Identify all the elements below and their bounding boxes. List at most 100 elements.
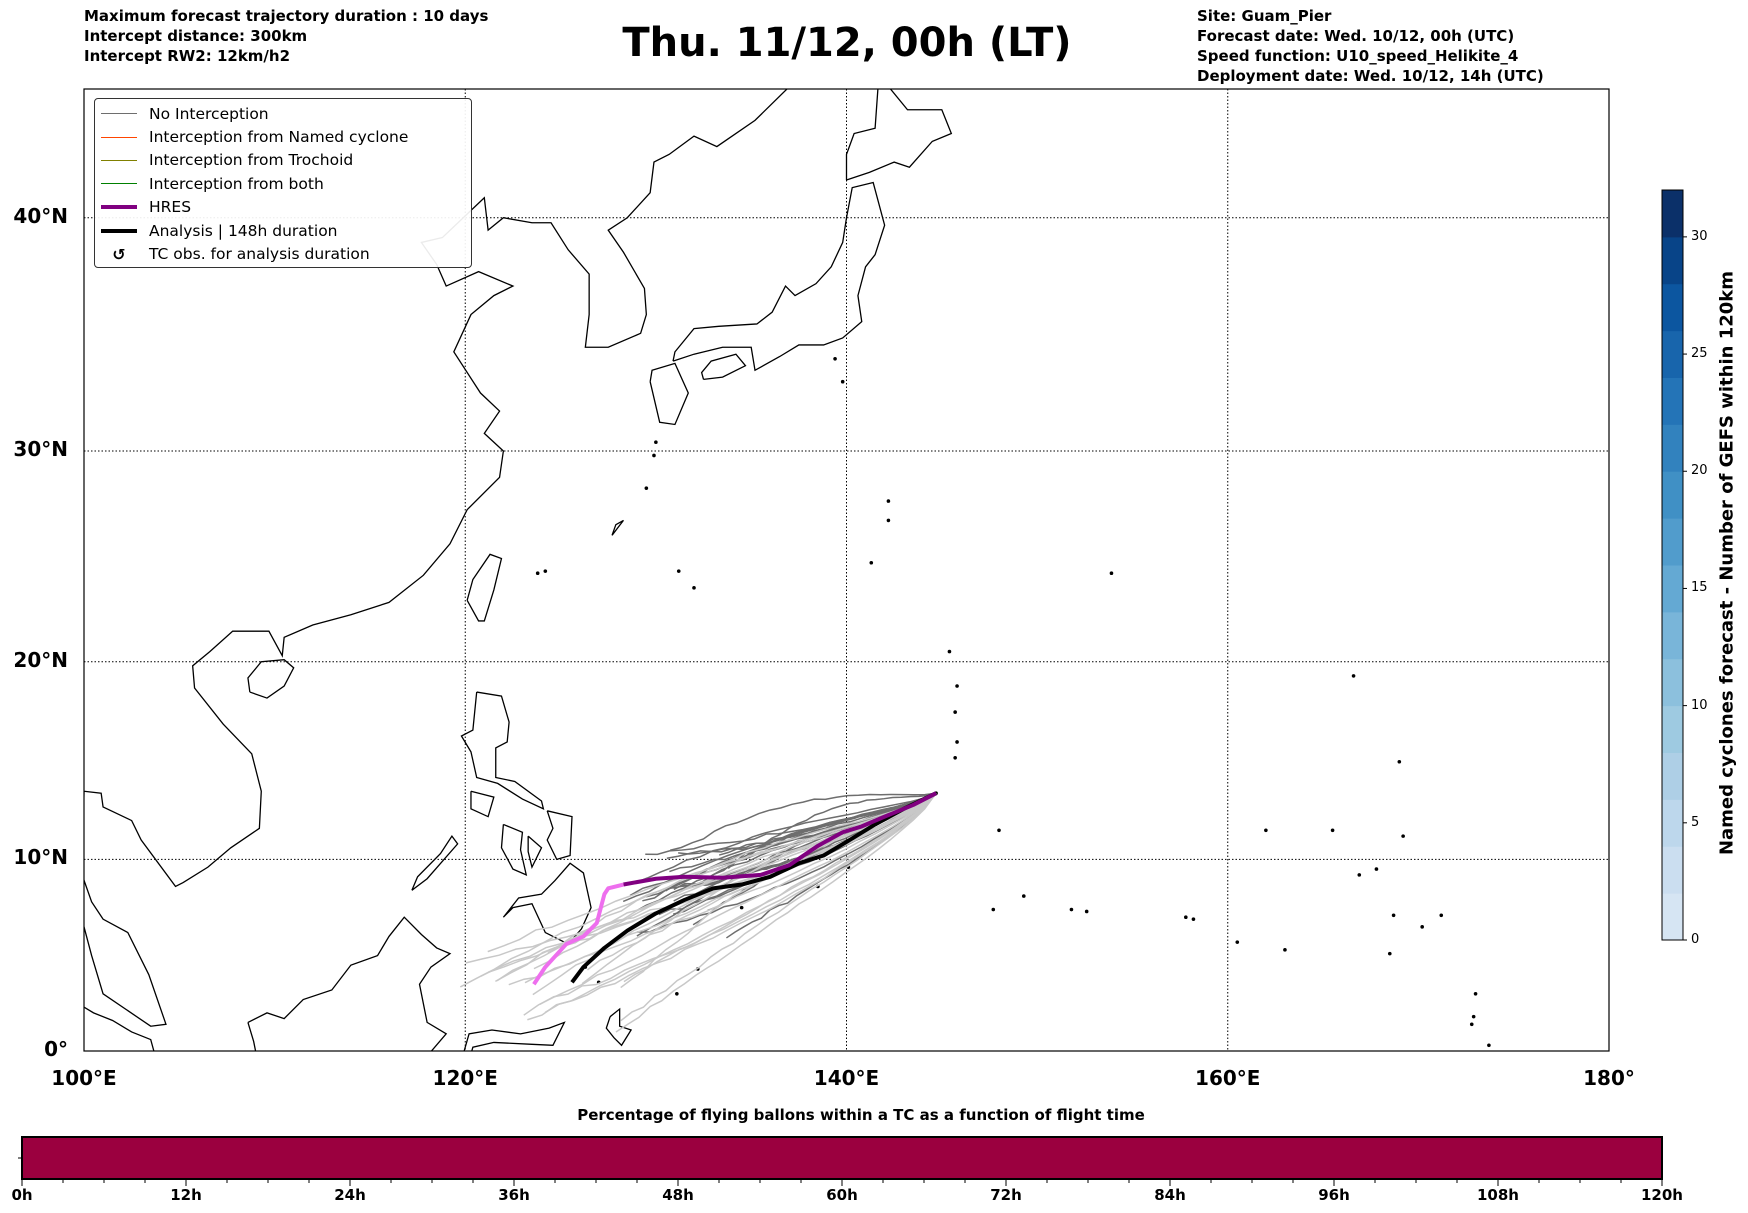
coastline-cebu <box>527 835 543 870</box>
island-dot <box>652 453 656 458</box>
colorbar-bin <box>1662 752 1683 800</box>
island-dot <box>886 499 891 503</box>
colorbar-tick-label: 20 <box>1691 463 1708 479</box>
header-left: Maximum forecast trajectory duration : 1… <box>84 6 488 66</box>
legend-line <box>101 113 137 115</box>
island-dot <box>1235 940 1240 944</box>
island-dot <box>739 905 744 910</box>
coastline-sumatra <box>84 1006 155 1051</box>
island-dot <box>1184 915 1188 920</box>
bar-tick-label: 24h <box>334 1186 366 1204</box>
colorbar-bin <box>1662 658 1683 707</box>
island-dot <box>535 571 540 576</box>
legend-item: ↺ TC obs. for analysis duration <box>95 242 471 265</box>
ensemble-trajectory <box>620 792 937 887</box>
coastline-borneo <box>247 916 452 1051</box>
legend-item: HRES <box>95 196 471 219</box>
island-dot <box>869 560 874 565</box>
legend-swatch <box>99 228 139 233</box>
island-dot <box>833 357 837 361</box>
coastline-hokkaido <box>845 89 953 181</box>
ensemble-trajectory-late <box>544 792 937 1014</box>
island-dot <box>1351 674 1356 678</box>
island-dot <box>953 755 957 760</box>
island-dot <box>1264 828 1268 833</box>
island-dot <box>1397 759 1402 764</box>
map-frame <box>83 88 1610 1052</box>
coastline-palawan <box>411 834 459 891</box>
island-dot <box>1420 925 1424 929</box>
island-dot <box>1021 894 1026 898</box>
ensemble-trajectory <box>725 792 937 939</box>
colorbar-bin <box>1662 424 1683 472</box>
island-dot <box>1439 913 1444 918</box>
island-dot <box>1387 951 1392 956</box>
colorbar-bin <box>1662 611 1683 660</box>
island-dot <box>692 586 696 590</box>
legend-label: Interception from Named cyclone <box>149 128 409 147</box>
flight-time-bar-fill <box>21 1136 1663 1180</box>
legend-line <box>101 183 137 185</box>
header-intercept-rw2: Intercept RW2: 12km/h2 <box>84 47 291 65</box>
legend-swatch <box>99 136 139 138</box>
island-dot <box>1084 909 1089 914</box>
flight-time-bar-title: Percentage of flying ballons within a TC… <box>577 1106 1145 1124</box>
header-intercept-distance: Intercept distance: 300km <box>84 27 308 45</box>
legend-item: No Interception <box>95 102 471 125</box>
colorbar-bin <box>1662 846 1683 894</box>
lon-tick-label: 180° <box>1583 1066 1635 1090</box>
colorbar-bin <box>1662 893 1683 941</box>
bar-tick-label: 0h <box>11 1186 33 1204</box>
island-dot <box>1401 834 1405 838</box>
legend-line <box>101 159 137 161</box>
colorbar-tick-label: 5 <box>1691 814 1700 830</box>
island-dot <box>676 569 681 573</box>
legend-label: HRES <box>149 198 192 217</box>
ensemble-trajectory-late <box>523 792 937 1016</box>
island-dot <box>1391 913 1396 918</box>
bar-tick-label: 60h <box>826 1186 858 1204</box>
colorbar-tick-label: 30 <box>1691 228 1708 244</box>
legend-item: Interception from both <box>95 172 471 195</box>
lon-tick-label: 140°E <box>813 1066 880 1090</box>
bar-tick-label: 108h <box>1477 1186 1519 1204</box>
colorbar-bin <box>1662 705 1683 753</box>
analysis-trajectory <box>570 791 937 984</box>
lat-tick-label: 20°N <box>13 647 68 672</box>
coastlines <box>84 89 1491 1051</box>
ensemble-trajectory <box>637 792 937 933</box>
island-dot <box>1471 1014 1476 1019</box>
page-title: Thu. 11/12, 00h (LT) <box>622 20 1072 66</box>
colorbar-bin <box>1662 518 1683 566</box>
island-dot <box>1283 948 1287 952</box>
coastline-halmahera <box>605 1007 633 1047</box>
colorbar-bin <box>1662 565 1683 613</box>
ensemble-trajectory <box>680 792 937 892</box>
island-dot <box>1374 867 1379 871</box>
island-dot <box>953 710 957 714</box>
ensemble-trajectory <box>670 792 937 851</box>
island-dot <box>886 518 891 523</box>
colorbar-label: Named cyclones forecast - Number of GEFS… <box>1716 270 1738 856</box>
colorbar-bin <box>1662 283 1683 332</box>
island-dot <box>947 649 952 654</box>
bar-tick-label: 36h <box>498 1186 530 1204</box>
ensemble-trajectory-late <box>620 792 937 1022</box>
colorbar-bin <box>1662 330 1683 378</box>
coastline-borneo-west <box>247 1022 257 1051</box>
coastline-taiwan <box>466 553 503 622</box>
legend-label: No Interception <box>149 104 269 123</box>
lon-tick-label: 120°E <box>432 1066 498 1090</box>
legend: No Interception Interception from Named c… <box>94 98 472 268</box>
island-dot <box>1473 991 1478 996</box>
bar-tick-label: 72h <box>990 1186 1022 1204</box>
colorbar-bin <box>1662 190 1683 238</box>
coastline-shikoku <box>700 353 747 381</box>
ensemble-trajectory-late <box>539 792 937 1006</box>
legend-label: TC obs. for analysis duration <box>149 245 370 264</box>
bar-tick-label: 48h <box>662 1186 694 1204</box>
hres-trajectory-late <box>532 882 624 986</box>
colorbar-bin <box>1662 236 1683 285</box>
flight-time-bar <box>18 1136 1663 1186</box>
